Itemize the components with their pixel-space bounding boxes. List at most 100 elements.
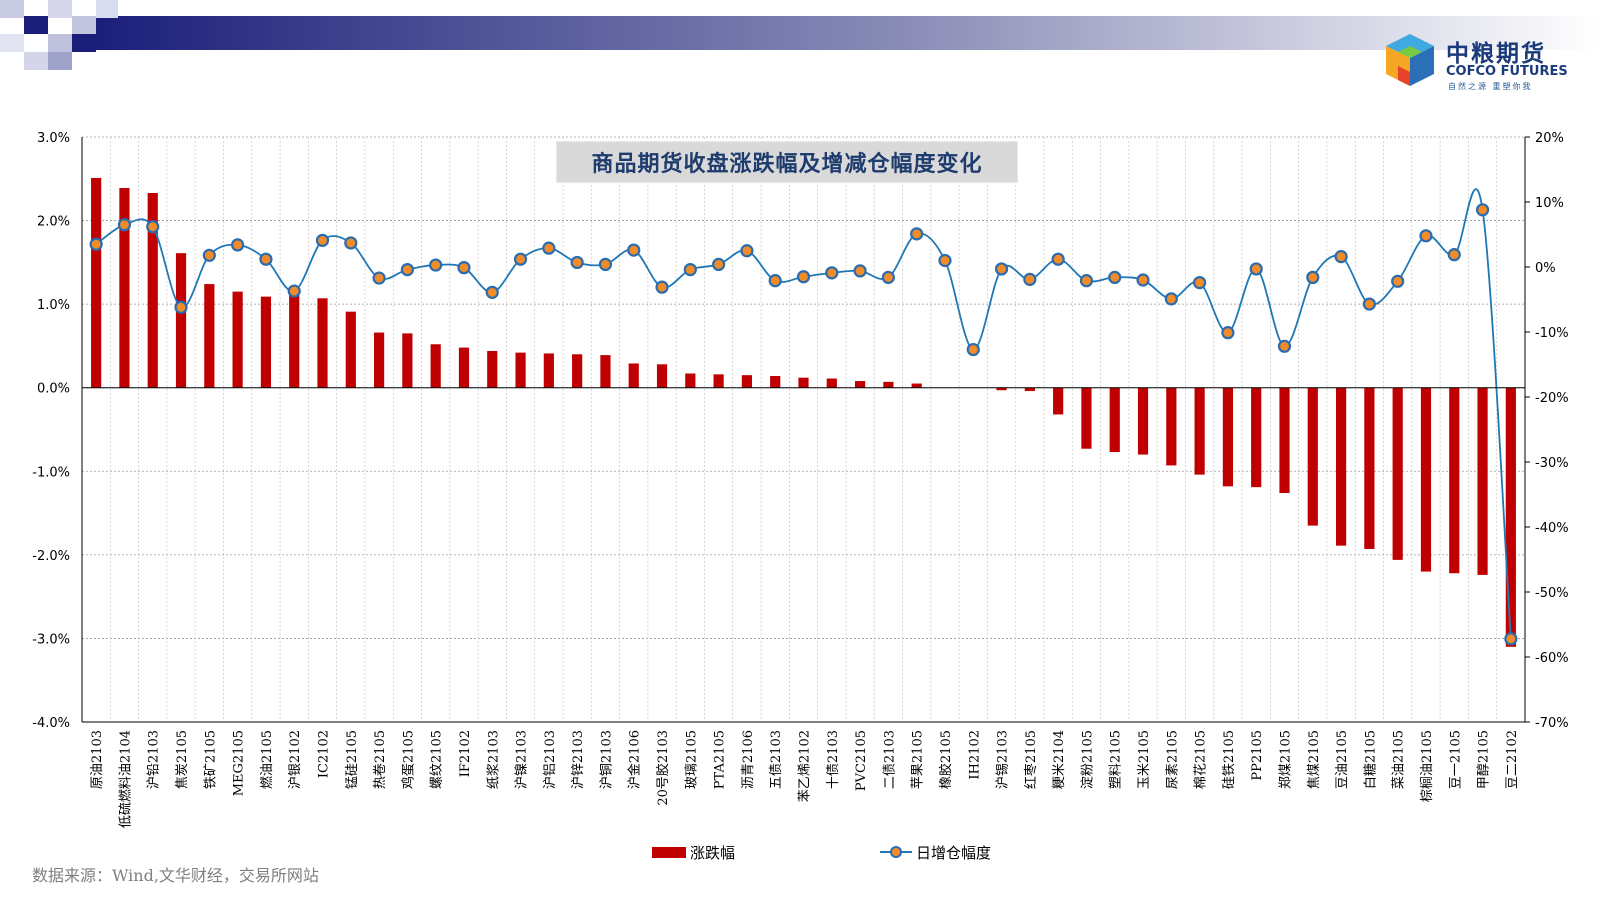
x-tick-label: 棕榈油2105 (1420, 730, 1435, 802)
line-point (994, 262, 1009, 276)
bar (1109, 387, 1120, 453)
line-point (570, 255, 584, 270)
y-left-tick-label: -4.0% (32, 716, 70, 731)
legend-bar-swatch (652, 847, 686, 858)
bar (260, 296, 272, 388)
line-point (1249, 262, 1263, 276)
line-point (881, 270, 895, 284)
line-series (89, 188, 1518, 646)
line-point (513, 252, 528, 266)
x-tick-label: PP2105 (1250, 730, 1265, 781)
x-tick-label: 豆油2105 (1335, 730, 1350, 789)
x-tick-label: 橡胶2105 (938, 730, 954, 789)
line-point (740, 244, 754, 258)
line-point (598, 257, 613, 271)
line-point (344, 236, 358, 250)
x-tick-label: 沪铝2103 (542, 730, 558, 789)
legend: 涨跌幅 日增仓幅度 (652, 844, 991, 862)
x-tick-label: 铁矿2105 (203, 730, 218, 789)
line-point (315, 233, 330, 247)
x-tick-label: 淀粉2105 (1080, 730, 1095, 789)
bar (1053, 387, 1064, 415)
bar (770, 376, 781, 388)
line-point (655, 280, 669, 294)
line-point (117, 218, 132, 232)
bar (713, 374, 724, 388)
bar (1081, 387, 1092, 449)
bar (656, 364, 668, 388)
y-right-tick-label: -40% (1535, 521, 1569, 536)
bar (600, 355, 611, 388)
line-point (1108, 270, 1122, 284)
bar (1335, 387, 1347, 546)
y-left-tick-label: 0.0% (37, 382, 70, 397)
x-tick-label: MEG2105 (232, 730, 247, 796)
source-note: 数据来源：Wind,文华财经，交易所网站 (32, 866, 319, 885)
bar (1505, 387, 1516, 647)
line-point (825, 266, 839, 280)
line-point (146, 220, 160, 234)
x-tick-label: 锰硅2105 (345, 730, 360, 789)
legend-line-marker (890, 846, 902, 858)
bar (685, 373, 696, 388)
x-tick-label: 沪铅2103 (146, 730, 162, 789)
x-tick-label: 沪锡2103 (995, 730, 1011, 789)
y-right-tick-label: -20% (1535, 391, 1569, 406)
line-point (1221, 326, 1235, 340)
x-tick-label: IH2102 (967, 730, 982, 780)
cube-logo-icon (1386, 34, 1434, 86)
line-point (1306, 270, 1320, 284)
bar (1477, 387, 1488, 575)
x-tick-label: 十债2103 (826, 730, 841, 789)
y-left-tick-label: -1.0% (32, 465, 70, 480)
line-point (174, 300, 188, 314)
x-tick-label: 五债2103 (769, 730, 784, 789)
bar (911, 383, 922, 388)
x-tick-label: 塑料2105 (1109, 730, 1124, 789)
line-point (1362, 297, 1376, 311)
x-tick-label: 甲醇2105 (1476, 730, 1492, 789)
x-tick-label: 硅铁2105 (1222, 730, 1237, 789)
line-point (1277, 339, 1292, 353)
line-point (1419, 229, 1433, 243)
y-right-tick-label: -70% (1535, 716, 1569, 731)
bar (119, 187, 130, 388)
x-tick-label: 沪银2102 (287, 730, 303, 789)
bar (147, 192, 158, 388)
bar (572, 354, 583, 388)
line-point (485, 285, 499, 299)
bar-series (91, 177, 1516, 647)
line-point (1475, 203, 1490, 217)
y-left-tick-label: 1.0% (37, 298, 70, 313)
x-tick-label: 纸浆2103 (486, 730, 501, 789)
x-tick-label: 豆二2102 (1505, 730, 1520, 789)
x-tick-label: 苯乙烯2102 (798, 730, 813, 802)
bar (1194, 387, 1205, 475)
line-point (1136, 273, 1150, 287)
bar (289, 292, 300, 388)
x-tick-label: 沪金2106 (627, 730, 643, 789)
line-point (400, 263, 414, 277)
x-tick-label: 焦炭2105 (175, 730, 190, 789)
legend-line-label: 日增仓幅度 (916, 844, 991, 862)
bar (1137, 387, 1149, 455)
x-tick-label: 郑煤2105 (1279, 730, 1294, 789)
x-tick-label: 苹果2105 (911, 730, 926, 789)
x-tick-label: 红枣2105 (1023, 730, 1039, 789)
bar (883, 381, 894, 388)
y-right-tick-label: 0% (1535, 261, 1556, 276)
bar (628, 363, 639, 388)
bar (1222, 387, 1234, 487)
bar (1166, 387, 1177, 466)
bar (458, 347, 470, 388)
line-point (457, 261, 471, 275)
y-right-tick-label: 20% (1535, 131, 1564, 146)
line-point (542, 241, 556, 255)
x-tick-label: PVC2105 (854, 730, 869, 791)
bar (91, 177, 102, 388)
x-tick-label: 鸡蛋2105 (400, 730, 416, 789)
x-tick-label: 沥青2106 (741, 730, 756, 789)
y-right-tick-label: -50% (1535, 586, 1569, 601)
line-point (231, 238, 245, 252)
